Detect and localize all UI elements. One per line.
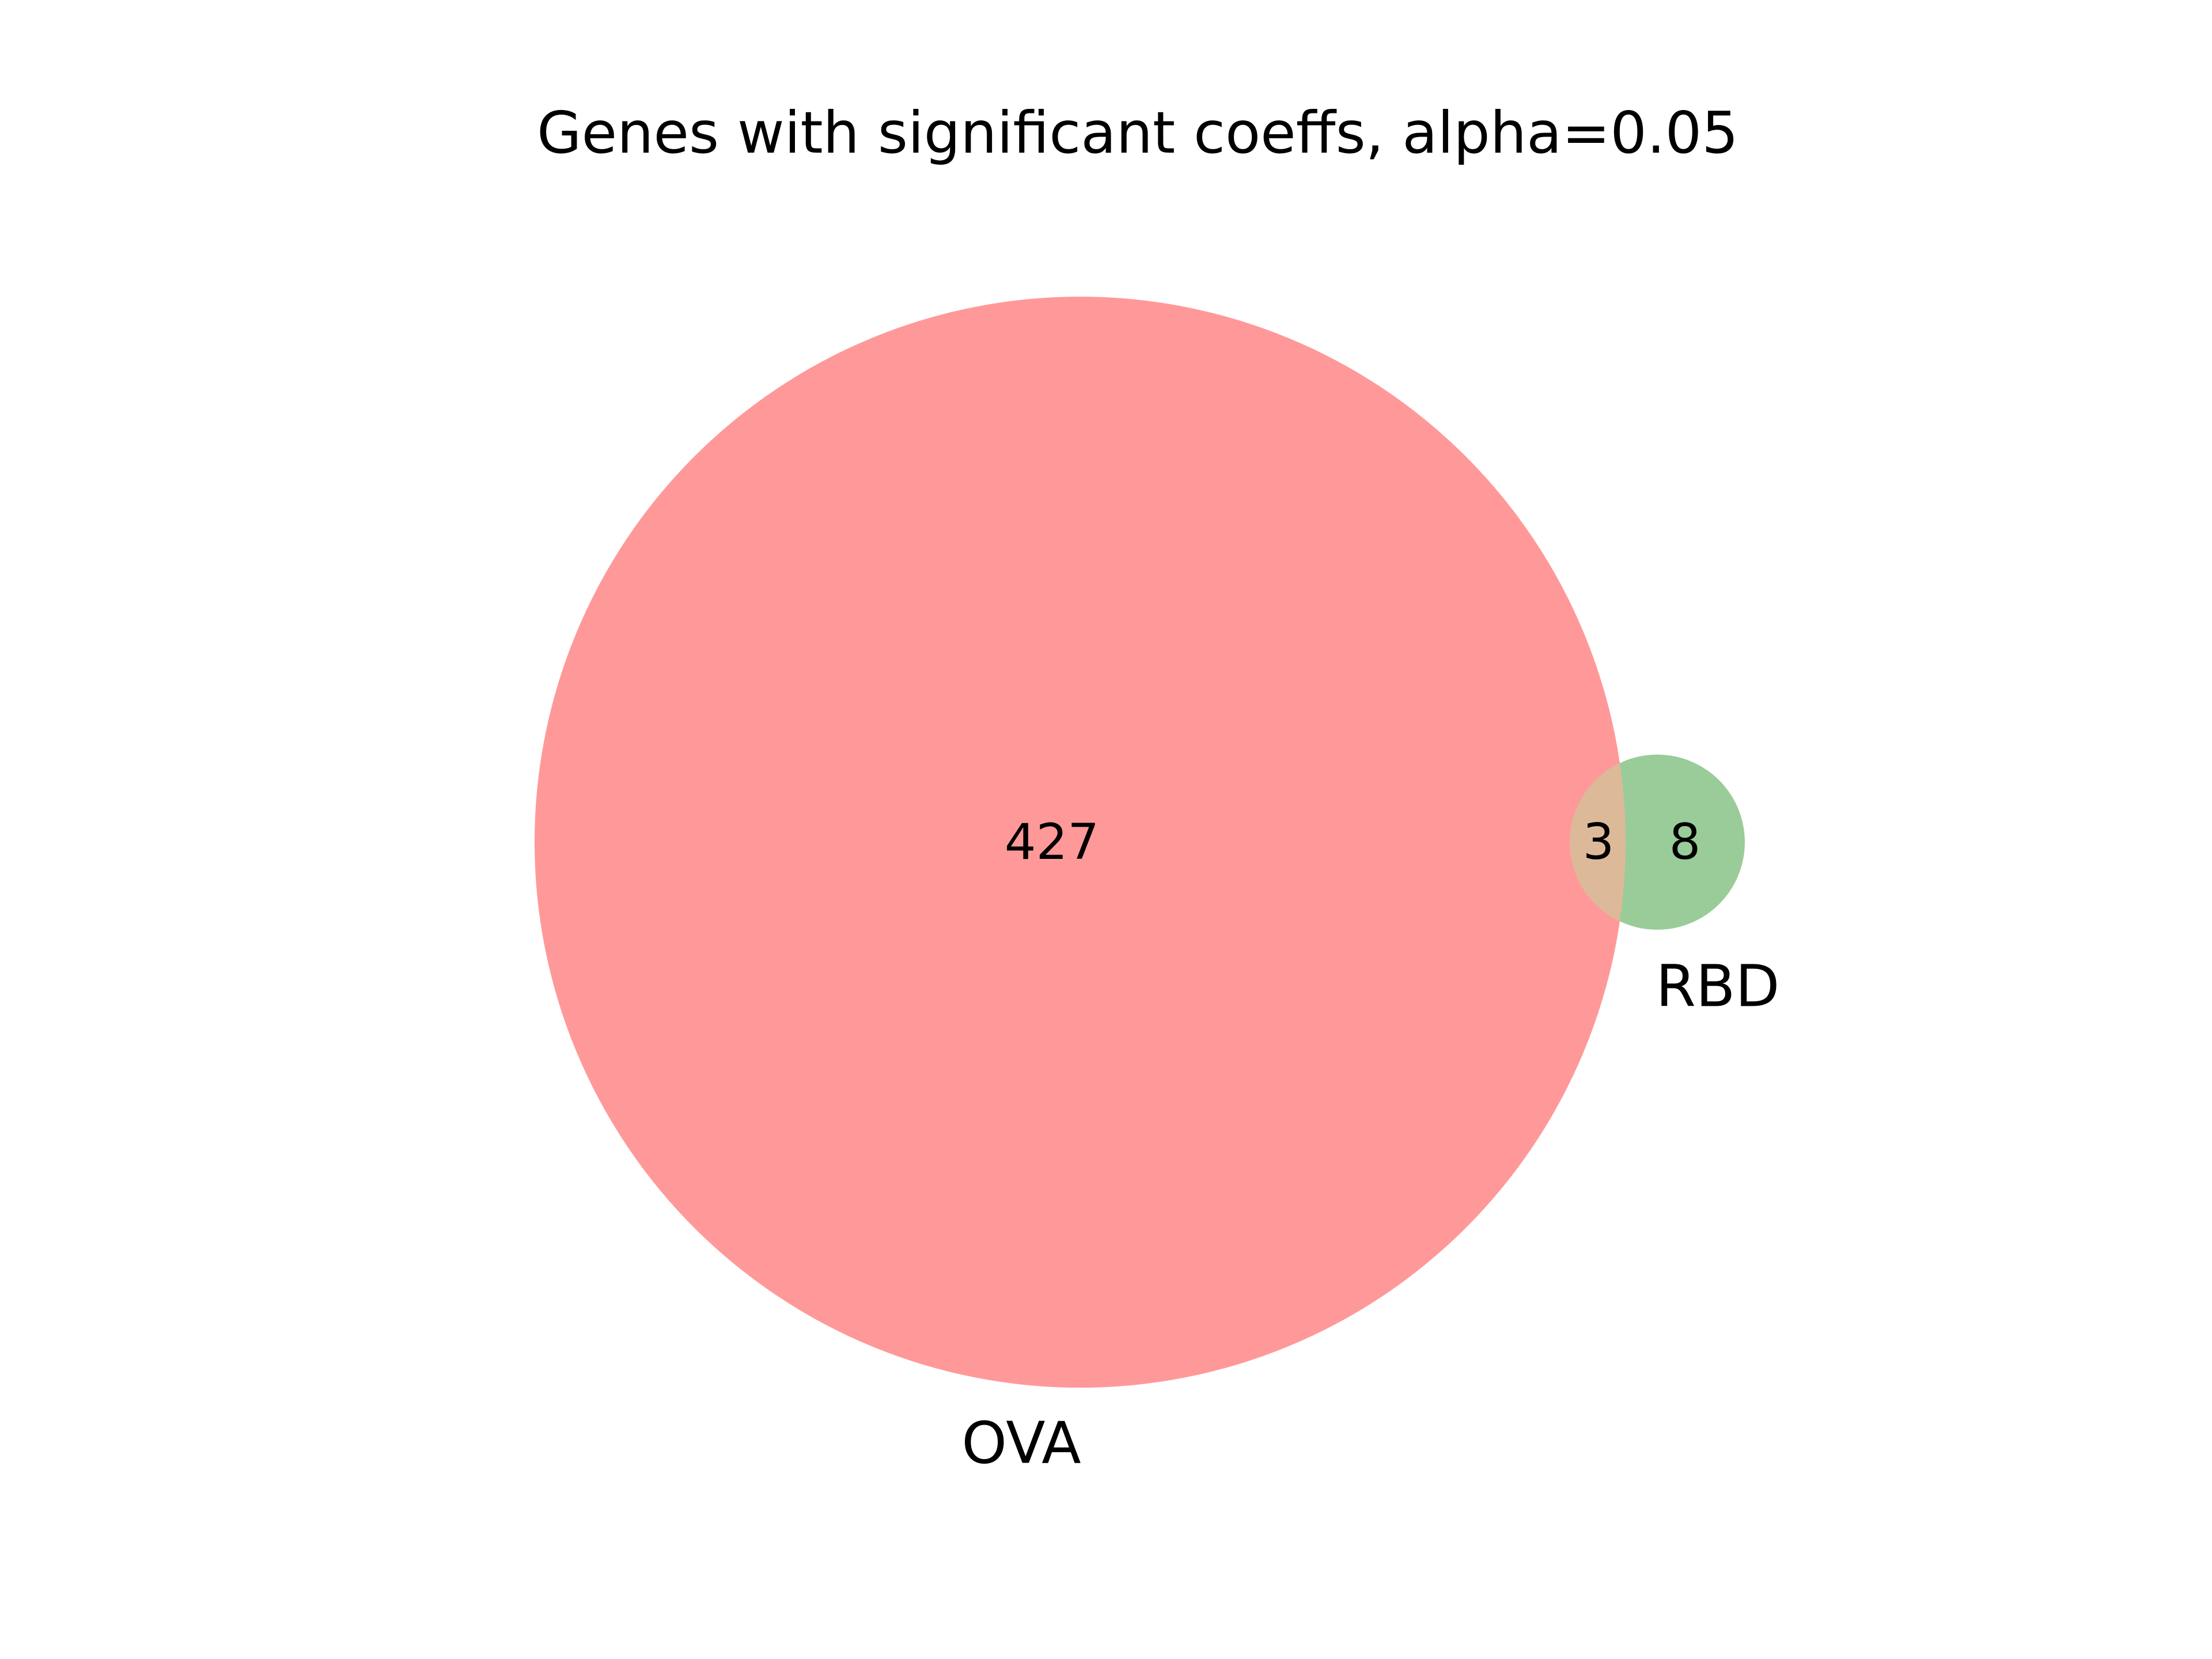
rbd-label: RBD [1656,953,1779,1020]
chart-title: Genes with significant coeffs, alpha=0.0… [537,99,1738,166]
rbd-only-count: 8 [1669,813,1701,871]
ova-only-count: 427 [1005,813,1099,871]
ova-label: OVA [961,1410,1081,1477]
ova-circle [535,297,1626,1388]
ova-rbd-intersection [1570,755,1626,930]
intersection-count: 3 [1583,813,1615,871]
